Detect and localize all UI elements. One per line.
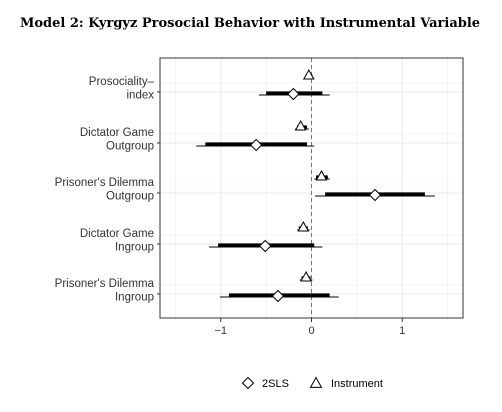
- estimate-triangle-4: [300, 270, 312, 282]
- x-tick-label-0: −1: [215, 325, 228, 337]
- estimate-triangle-2: [315, 169, 328, 181]
- plot-area: Prosociality– index Dictator Game Outgroup P…: [55, 57, 464, 337]
- legend-triangle-icon: [309, 376, 323, 388]
- estimate-diamond-3: [259, 239, 272, 253]
- x-tick-label-2: 1: [399, 325, 405, 337]
- legend-label-instrument: Instrument: [331, 378, 383, 390]
- estimate-triangle-1: [294, 119, 307, 131]
- estimate-diamond-1: [249, 138, 263, 152]
- estimate-triangle-0: [302, 68, 315, 80]
- y-tick-label-3-1: Ingroup: [115, 242, 154, 254]
- y-tick-label-1-1: Outgroup: [106, 141, 154, 153]
- y-tick-label-1-0: Dictator Game: [80, 127, 154, 139]
- y-tick-label-2-1: Outgroup: [106, 191, 154, 203]
- y-tick-label-4-0: Prisoner's Dilemma: [55, 278, 155, 290]
- y-tick-label-4-1: Ingroup: [115, 292, 154, 304]
- legend-diamond-icon: [241, 376, 255, 390]
- chart-title: Model 2: Kyrgyz Prosocial Behavior with …: [20, 16, 480, 31]
- y-tick-label-0-1: index: [127, 90, 155, 102]
- y-tick-label-3-0: Dictator Game: [80, 228, 154, 240]
- x-tick-label-1: 0: [308, 325, 314, 337]
- legend-label-2sls: 2SLS: [262, 378, 289, 390]
- estimate-diamond-2: [368, 188, 382, 202]
- y-tick-label-2-0: Prisoner's Dilemma: [55, 177, 155, 189]
- estimate-diamond-0: [287, 87, 300, 101]
- y-tick-label-0-0: Prosociality–: [89, 76, 155, 88]
- legend: 2SLS Instrument: [241, 376, 383, 390]
- estimate-triangle-3: [297, 220, 310, 232]
- estimate-diamond-4: [271, 289, 285, 303]
